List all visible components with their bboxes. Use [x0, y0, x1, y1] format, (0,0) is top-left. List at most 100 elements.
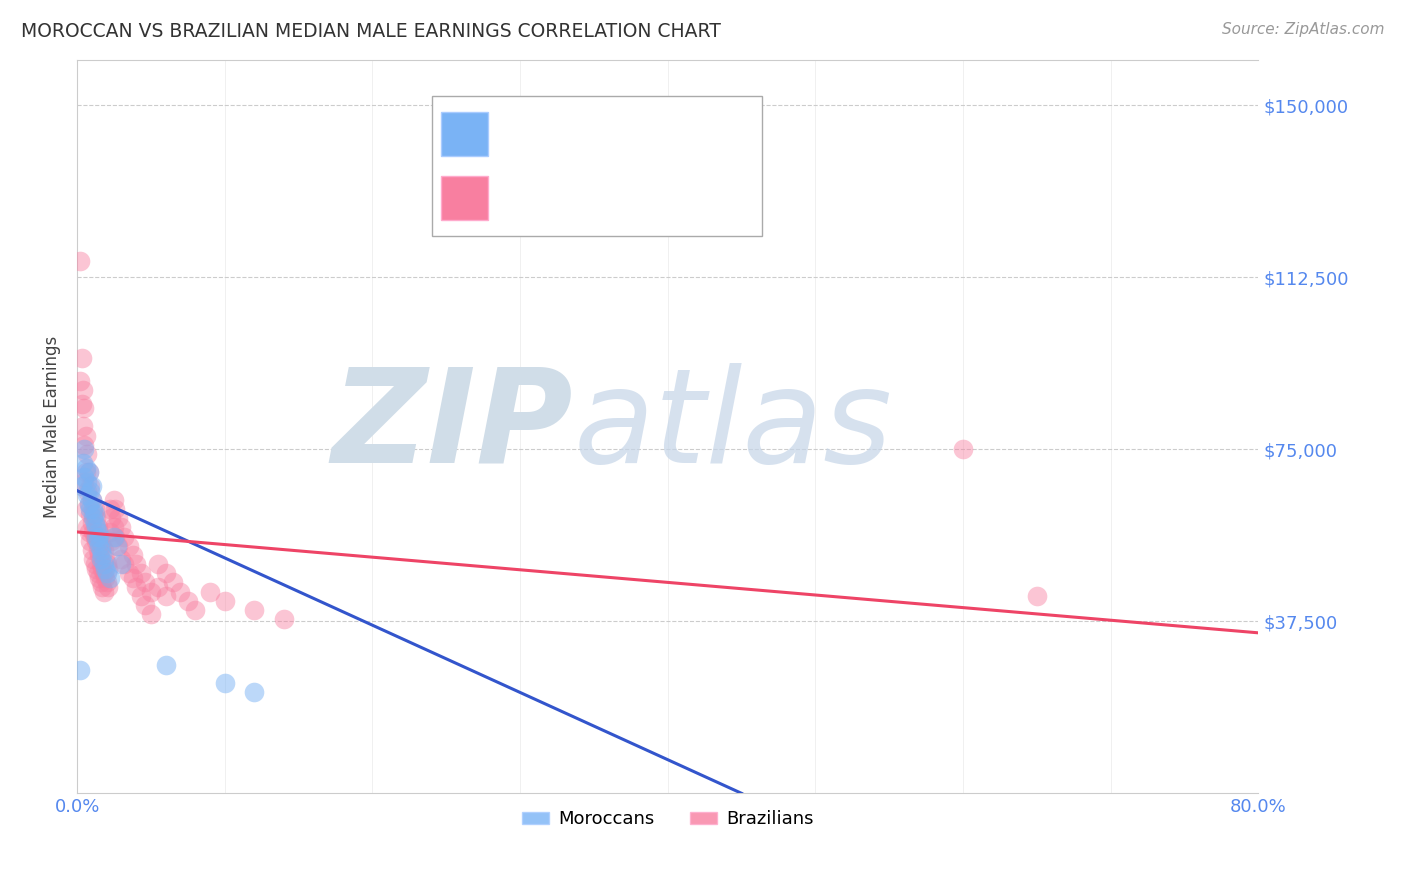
Point — [75, 502, 97, 516]
Point — [84, 561, 107, 575]
Point — [112, 529, 135, 543]
Point — [90, 575, 112, 590]
Point — [155, 657, 177, 672]
Point — [79, 502, 101, 516]
Point — [87, 524, 110, 539]
Point — [73, 442, 96, 457]
Point — [96, 575, 118, 590]
Point — [198, 584, 221, 599]
Point — [70, 351, 93, 365]
Point — [93, 584, 115, 599]
Point — [89, 524, 111, 539]
Point — [104, 529, 127, 543]
Point — [98, 524, 121, 539]
Point — [104, 502, 127, 516]
Point — [93, 566, 115, 581]
Point — [75, 466, 97, 480]
Point — [84, 511, 107, 525]
Point — [97, 580, 120, 594]
Point — [79, 507, 101, 521]
Point — [84, 520, 107, 534]
Point — [89, 539, 111, 553]
Point — [96, 566, 118, 581]
Point — [90, 543, 112, 558]
Point — [83, 557, 105, 571]
Point — [122, 548, 145, 562]
Y-axis label: Median Male Earnings: Median Male Earnings — [44, 335, 60, 517]
Text: ZIP: ZIP — [332, 363, 574, 490]
Point — [77, 466, 100, 480]
Point — [100, 511, 122, 525]
Point — [76, 520, 98, 534]
Point — [148, 557, 170, 571]
Point — [76, 475, 98, 489]
Point — [73, 438, 96, 452]
Point — [76, 447, 98, 461]
Point — [155, 566, 177, 581]
Point — [162, 575, 184, 590]
Point — [87, 566, 110, 581]
Point — [96, 557, 118, 571]
Text: MOROCCAN VS BRAZILIAN MEDIAN MALE EARNINGS CORRELATION CHART: MOROCCAN VS BRAZILIAN MEDIAN MALE EARNIN… — [21, 22, 721, 41]
Point — [122, 571, 145, 585]
Point — [139, 607, 162, 622]
Point — [103, 520, 125, 534]
Point — [105, 539, 128, 553]
Point — [112, 557, 135, 571]
Point — [73, 470, 96, 484]
Point — [273, 612, 295, 626]
Point — [98, 502, 121, 516]
Point — [103, 492, 125, 507]
Point — [84, 534, 107, 549]
Point — [125, 580, 148, 594]
Point — [148, 580, 170, 594]
Point — [82, 507, 104, 521]
Point — [82, 524, 104, 539]
Point — [69, 374, 91, 388]
Text: atlas: atlas — [574, 363, 893, 490]
Legend: Moroccans, Brazilians: Moroccans, Brazilians — [515, 803, 821, 836]
Point — [89, 571, 111, 585]
Point — [87, 543, 110, 558]
Point — [76, 483, 98, 498]
Point — [134, 599, 156, 613]
Point — [69, 254, 91, 268]
Point — [83, 516, 105, 530]
Text: Source: ZipAtlas.com: Source: ZipAtlas.com — [1222, 22, 1385, 37]
Point — [79, 479, 101, 493]
Point — [184, 603, 207, 617]
Point — [107, 511, 129, 525]
Point — [89, 548, 111, 562]
Point — [90, 557, 112, 571]
Point — [118, 539, 141, 553]
Point — [91, 580, 114, 594]
Point — [79, 534, 101, 549]
Point — [214, 676, 236, 690]
Point — [75, 428, 97, 442]
Point — [118, 566, 141, 581]
Point — [73, 401, 96, 416]
Point — [84, 529, 107, 543]
Point — [80, 492, 103, 507]
Point — [72, 456, 94, 470]
Point — [134, 575, 156, 590]
Point — [77, 498, 100, 512]
Point — [79, 483, 101, 498]
Point — [952, 442, 974, 457]
Point — [110, 552, 132, 566]
Point — [83, 502, 105, 516]
Point — [243, 685, 266, 699]
Point — [97, 561, 120, 575]
Point — [125, 557, 148, 571]
Point — [77, 524, 100, 539]
Point — [91, 561, 114, 575]
Point — [94, 552, 117, 566]
Point — [214, 593, 236, 607]
Point — [70, 479, 93, 493]
Point — [75, 460, 97, 475]
Point — [87, 520, 110, 534]
Point — [83, 507, 105, 521]
Point — [139, 584, 162, 599]
Point — [110, 520, 132, 534]
Point — [98, 571, 121, 585]
